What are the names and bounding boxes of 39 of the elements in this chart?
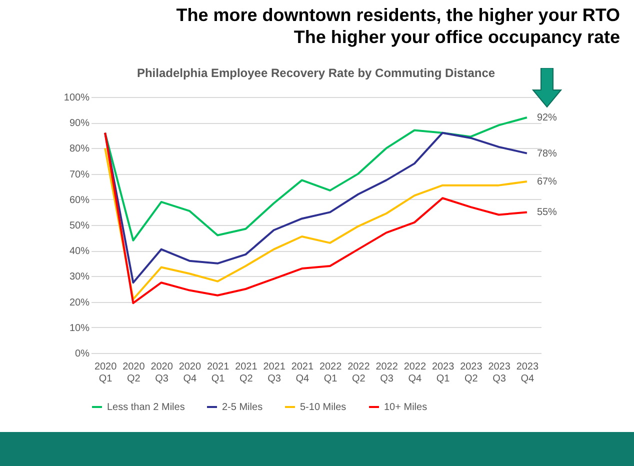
y-tick-label: 0% [75,348,90,360]
text: The more downtown residents, the higher your RTO [176,4,620,26]
y-tick-label: 40% [69,246,90,258]
y-tick-label: 60% [69,194,90,206]
chart-title: Philadelphia Employee Recovery Rate by Commuting Distance [136,66,496,80]
y-tick-label: 10% [69,322,90,334]
y-tick-label: 30% [69,272,90,283]
text: The higher your office occupancy rate [292,26,620,48]
y-tick-label: 70% [69,169,90,180]
x-tick-label: 2021 Q1 [206,362,230,384]
y-tick-label: 100% [64,92,90,104]
x-tick-label: 2020 Q1 [94,362,118,384]
legend-label: 5-10 Miles [300,402,346,413]
x-tick-label: 2022 Q2 [348,362,370,384]
data-label: 92% [536,112,558,124]
x-tick-label: 2020 Q3 [150,362,174,384]
x-tick-label: 2023 Q2 [460,362,483,384]
y-tick-label: 20% [69,297,90,308]
data-label: 55% [536,207,558,218]
x-tick-label: 2023 Q3 [488,362,511,384]
x-tick-label: 2022 Q3 [376,362,398,384]
y-tick-label: 50% [69,220,90,232]
x-tick-label: 2021 Q2 [235,362,258,384]
x-tick-label: 2020 Q2 [122,362,146,384]
x-tick-label: 2023 Q1 [432,362,455,384]
legend-label: 10+ Miles [384,402,428,413]
y-tick-label: 90% [69,118,90,130]
x-tick-label: 2021 Q3 [263,362,286,384]
legend-label: Less than 2 Miles [107,402,185,413]
x-tick-label: 2022 Q1 [319,362,342,384]
x-tick-label: 2023 Q4 [516,362,539,384]
x-tick-label: 2021 Q4 [291,362,314,384]
y-tick-label: 80% [69,144,90,155]
data-label: 67% [536,176,558,188]
legend-label: 2-5 Miles [222,402,263,413]
x-tick-label: 2020 Q4 [178,362,202,384]
line-series [104,116,528,242]
x-tick-label: 2022 Q4 [404,362,426,384]
data-label: 78% [536,148,558,160]
